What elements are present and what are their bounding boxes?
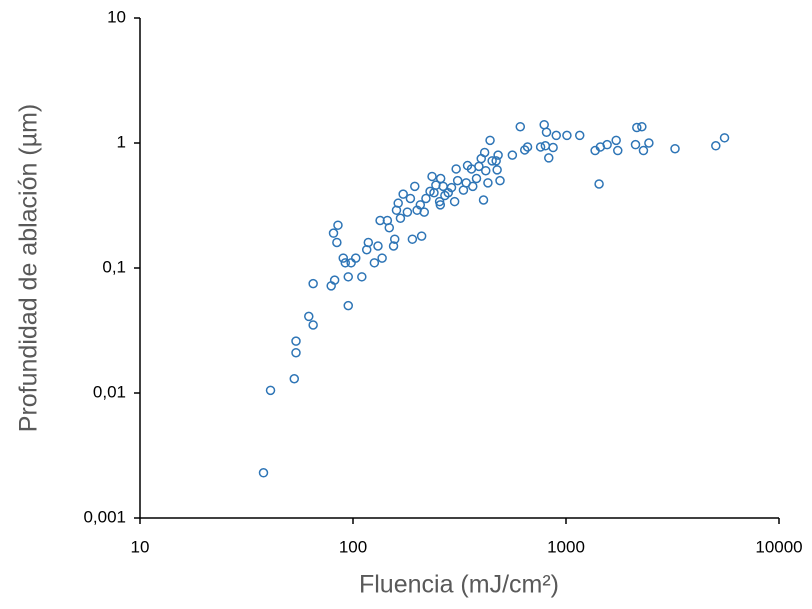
data-point xyxy=(377,253,387,263)
data-point xyxy=(398,189,408,199)
data-point xyxy=(478,195,489,205)
data-point xyxy=(338,253,349,263)
data-point xyxy=(613,145,623,156)
data-point xyxy=(485,135,495,146)
data-point xyxy=(421,193,431,204)
data-point xyxy=(644,138,654,148)
data-point xyxy=(291,336,301,346)
data-point xyxy=(719,133,730,143)
data-point xyxy=(369,258,380,268)
data-point xyxy=(487,156,497,166)
data-point xyxy=(415,200,426,210)
x-tick-label: 100 xyxy=(339,537,367,556)
data-point xyxy=(393,198,403,208)
data-point xyxy=(479,147,490,158)
data-point xyxy=(343,300,354,311)
data-point xyxy=(410,181,420,192)
data-point xyxy=(519,145,530,155)
data-point xyxy=(451,164,461,174)
x-axis-title: Fluencia (mJ/cm²) xyxy=(359,571,559,599)
data-point xyxy=(407,234,418,244)
data-point xyxy=(670,143,680,154)
data-point xyxy=(416,231,427,241)
data-point xyxy=(481,165,491,176)
data-point xyxy=(468,181,478,192)
data-point xyxy=(495,175,505,186)
data-point xyxy=(329,275,340,285)
data-point xyxy=(395,213,406,224)
data-point xyxy=(419,207,429,217)
data-point xyxy=(363,237,374,248)
data-point xyxy=(405,193,416,204)
data-point xyxy=(540,141,551,151)
data-point xyxy=(332,237,342,248)
data-point xyxy=(630,139,641,150)
data-point xyxy=(493,150,503,160)
data-point xyxy=(304,311,314,322)
y-tick-label: 0,01 xyxy=(93,382,126,401)
data-point xyxy=(350,253,361,263)
data-point xyxy=(435,173,446,184)
y-tick-label: 1 xyxy=(117,132,126,151)
data-point xyxy=(333,220,343,230)
data-point xyxy=(343,272,354,282)
y-axis-title: Profundidad de ablación (µm) xyxy=(15,104,43,432)
data-point xyxy=(562,130,572,141)
data-point xyxy=(711,141,721,151)
data-point xyxy=(452,175,463,186)
data-point xyxy=(594,179,604,189)
data-point xyxy=(637,121,647,132)
data-point xyxy=(611,135,621,146)
data-point xyxy=(289,374,300,384)
data-point xyxy=(515,121,526,132)
data-point xyxy=(535,142,546,152)
data-point xyxy=(574,130,585,141)
data-point xyxy=(384,222,395,233)
data-point xyxy=(602,139,612,150)
data-point xyxy=(544,153,554,163)
data-point xyxy=(492,165,502,175)
data-point xyxy=(522,142,533,152)
data-point xyxy=(308,320,318,330)
data-point xyxy=(507,150,518,160)
data-point xyxy=(471,173,482,184)
data-point xyxy=(402,207,413,217)
data-point xyxy=(388,241,399,251)
y-tick-label: 0,1 xyxy=(102,257,126,276)
data-point xyxy=(357,272,367,282)
data-point xyxy=(638,145,649,156)
data-point xyxy=(632,122,642,133)
data-point xyxy=(373,241,383,251)
data-point xyxy=(340,258,351,268)
data-point xyxy=(541,127,552,137)
data-point xyxy=(483,178,493,188)
data-point xyxy=(328,228,339,238)
data-point xyxy=(265,385,276,396)
data-point xyxy=(435,200,446,210)
data-point xyxy=(389,234,400,244)
data-point xyxy=(308,278,318,289)
data-point xyxy=(551,130,562,141)
data-point xyxy=(548,142,558,153)
data-point xyxy=(446,182,457,193)
x-tick-label: 1000 xyxy=(547,537,585,556)
data-point xyxy=(427,171,437,182)
data-point xyxy=(449,196,460,207)
data-point xyxy=(346,258,356,268)
y-tick-label: 0,001 xyxy=(83,507,126,526)
data-point xyxy=(491,156,501,166)
x-tick-label: 10000 xyxy=(755,537,802,556)
y-tick-label: 10 xyxy=(107,7,126,26)
x-tick-label: 10 xyxy=(131,537,150,556)
data-point xyxy=(425,186,435,197)
data-point xyxy=(291,347,301,358)
data-point xyxy=(258,468,269,478)
